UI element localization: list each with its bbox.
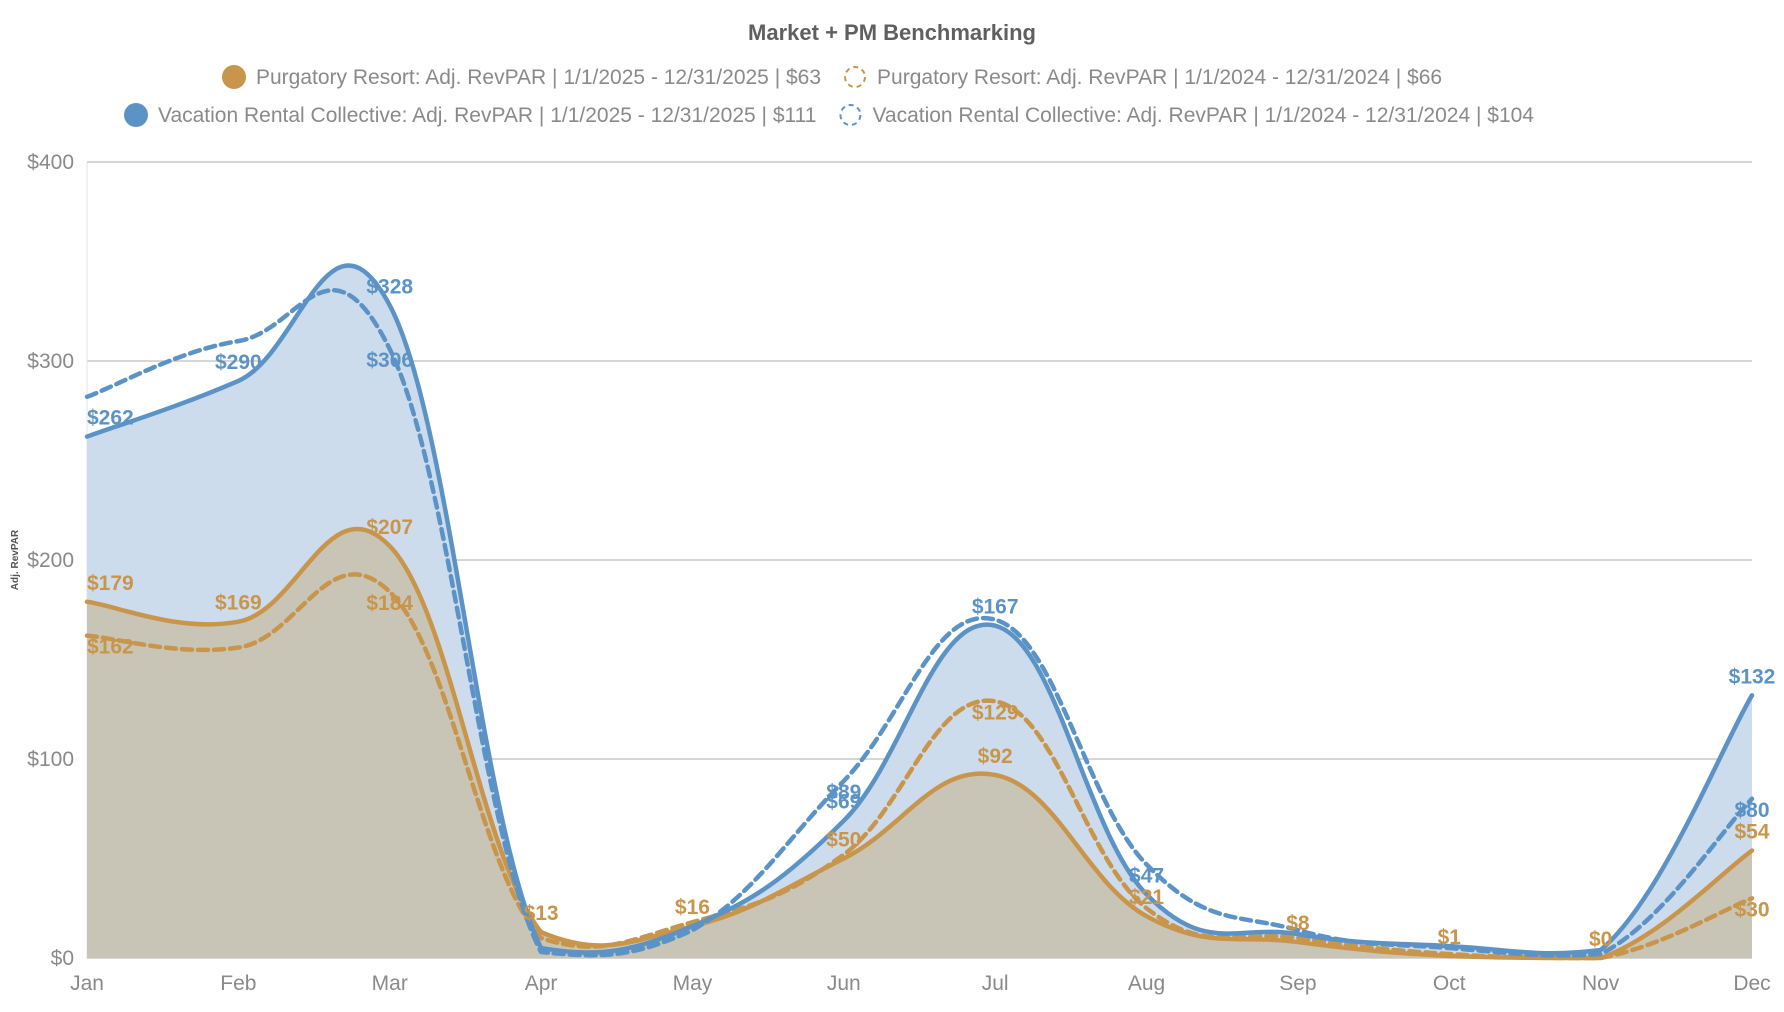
legend-label: Vacation Rental Collective: Adj. RevPAR …: [872, 104, 1534, 127]
data-label: $169: [215, 592, 262, 615]
x-tick-label: Jun: [827, 972, 861, 995]
legend-label: Purgatory Resort: Adj. RevPAR | 1/1/2024…: [877, 66, 1442, 89]
legend-label: Purgatory Resort: Adj. RevPAR | 1/1/2025…: [256, 66, 821, 89]
data-label: $167: [972, 596, 1019, 619]
x-tick-label: Jan: [70, 972, 104, 995]
series-area: [87, 529, 1752, 958]
x-tick-label: Feb: [220, 972, 256, 995]
legend-label: Vacation Rental Collective: Adj. RevPAR …: [158, 104, 816, 127]
x-tick-label: Mar: [372, 972, 408, 995]
x-tick-label: Dec: [1733, 972, 1770, 995]
legend-marker: [839, 104, 862, 126]
x-tick-label: May: [673, 972, 713, 995]
data-label: $290: [215, 351, 262, 374]
x-tick-label: Nov: [1582, 972, 1620, 995]
data-label: $8: [1286, 912, 1310, 935]
y-axis-label: Adj. RevPAR: [10, 529, 21, 590]
y-tick-label: $100: [27, 748, 74, 771]
areas: [87, 265, 1752, 958]
data-label: $0: [1589, 928, 1612, 951]
legend-marker: [124, 103, 148, 127]
data-label: $54: [1734, 821, 1769, 844]
data-label: $207: [366, 516, 413, 539]
chart-title: Market + PM Benchmarking: [748, 20, 1036, 45]
data-label: $132: [1729, 665, 1776, 688]
x-tick-label: Oct: [1433, 972, 1466, 995]
legend-marker: [844, 66, 867, 88]
data-label: $184: [366, 592, 413, 615]
data-label: $50: [826, 829, 861, 852]
series-line: [84, 288, 1755, 958]
data-label: $262: [87, 407, 134, 430]
y-tick-label: $400: [27, 151, 74, 174]
data-label: $80: [1734, 799, 1769, 822]
data-label: $89: [826, 781, 861, 804]
y-tick-label: $300: [27, 350, 74, 373]
data-label: $162: [87, 636, 134, 659]
y-tick-label: $0: [51, 947, 74, 970]
data-label: $92: [978, 745, 1013, 768]
data-label: $47: [1129, 864, 1164, 887]
data-label: $1: [1438, 926, 1462, 949]
x-tick-label: Apr: [525, 972, 558, 995]
data-label: $21: [1129, 886, 1164, 909]
data-label: $306: [366, 349, 413, 372]
legend: Purgatory Resort: Adj. RevPAR | 1/1/2025…: [124, 65, 1534, 127]
series-line: [84, 572, 1755, 961]
data-label: $30: [1734, 898, 1769, 921]
data-label: $179: [87, 572, 134, 595]
data-label: $16: [675, 896, 710, 919]
data-label: $13: [524, 902, 559, 925]
x-axis: Jan Feb Mar Apr May Jun Jul Aug Sep Oct Nov Dec: [70, 972, 1771, 995]
lines: [84, 263, 1755, 961]
x-tick-label: Jul: [982, 972, 1009, 995]
data-label: $69: [826, 791, 861, 814]
y-tick-label: $200: [27, 549, 74, 572]
data-labels: $179 $169 $207 $13 $16 $50 $92 $21 $8 $1 $0 $54 $162…: [87, 275, 1775, 951]
data-label: $129: [972, 701, 1019, 724]
legend-marker: [222, 65, 246, 89]
data-label: $328: [366, 275, 413, 298]
y-axis: $0 $100 $200 $300 $400: [27, 151, 74, 970]
x-tick-label: Sep: [1279, 972, 1316, 995]
x-tick-label: Aug: [1128, 972, 1165, 995]
